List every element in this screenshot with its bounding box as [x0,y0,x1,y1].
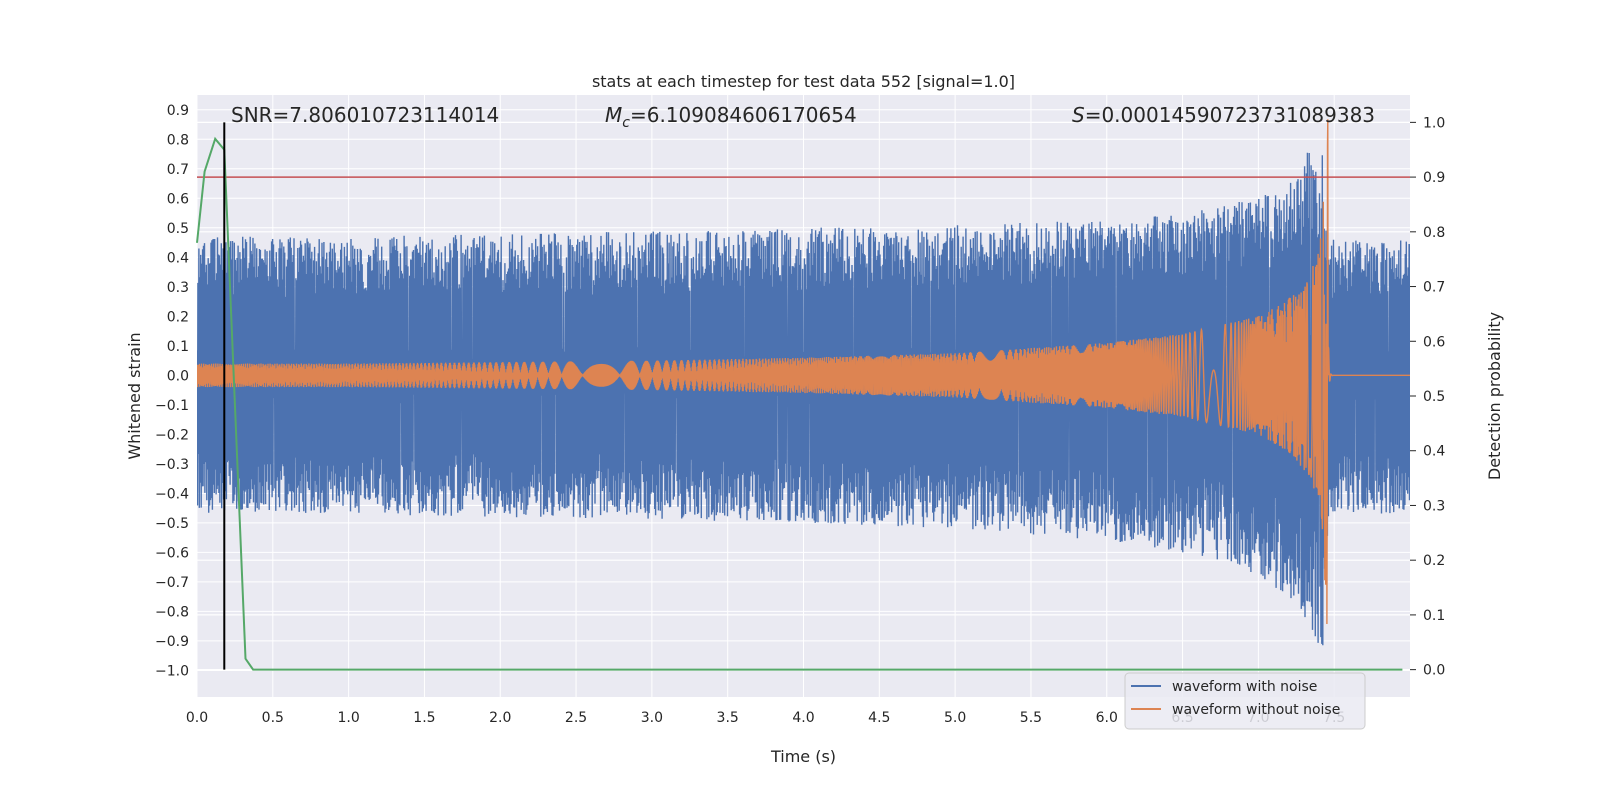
x-axis-label: Time (s) [770,747,836,766]
x-tick-label: 0.5 [262,710,284,726]
s-symbol: S [1072,103,1085,127]
y-tick-label: 0.7 [167,162,189,178]
legend-box [1124,672,1366,730]
chirp-mass-annotation: Mc=6.109084606170654 [605,103,857,131]
series-waveform-without-noise [197,119,1410,625]
y-right-tick-label: 0.7 [1423,280,1445,296]
x-tick-label: 2.5 [565,710,587,726]
y-right-tick-label: 0.2 [1423,553,1445,569]
series-waveform-with-noise [197,152,1410,646]
y-right-tick-label: 0.6 [1423,334,1445,350]
y-tick-label: 0.8 [167,132,189,148]
y-axis-left: 0.9 0.8 0.7 0.6 0.5 0.4 0.3 0.2 0.1 0.0 −0.1 −0.2 −0… [155,103,189,680]
x-tick-label: 2.0 [489,710,511,726]
x-tick-label: 3.0 [641,710,663,726]
y-right-tick-label: 0.9 [1423,170,1445,186]
mc-symbol: M [605,103,622,127]
x-tick-label: 4.0 [792,710,814,726]
y-tick-label: −0.4 [155,486,189,502]
legend-label-clean: waveform without noise [1172,702,1340,718]
y-tick-label: 0.4 [167,250,189,266]
y-tick-label: −0.2 [155,427,189,443]
s-annotation: S=0.00014590723731089383 [1072,103,1375,127]
y-axis-right-label: Detection probability [1485,312,1504,480]
y-tick-label: −1.0 [155,663,189,679]
y-tick-label: 0.5 [167,221,189,237]
y-axis-label: Whitened strain [125,332,144,459]
y-tick-label: −0.8 [155,604,189,620]
s-value: =0.00014590723731089383 [1085,103,1375,127]
legend: waveform with noise waveform without noi… [1124,672,1366,730]
data-layer [196,119,1410,671]
snr-annotation: SNR=7.806010723114014 [231,103,499,127]
y-right-tick-label: 0.4 [1423,444,1445,460]
y-tick-label: −0.1 [155,398,189,414]
x-tick-label: 1.0 [337,710,359,726]
legend-label-noisy: waveform with noise [1172,679,1317,695]
x-tick-label: 4.5 [868,710,890,726]
y-tick-label: −0.7 [155,575,189,591]
x-tick-label: 3.5 [717,710,739,726]
x-tick-label: 0.0 [186,710,208,726]
y-right-tick-label: 0.0 [1423,663,1445,679]
x-tick-label: 5.5 [1020,710,1042,726]
y-axis-right: 0.0 0.1 0.2 0.3 0.4 0.5 0.6 0.7 0.8 0.9 1.0 [1410,115,1445,679]
y-tick-label: 0.6 [167,191,189,207]
x-tick-label: 5.0 [944,710,966,726]
y-tick-label: −0.3 [155,457,189,473]
y-tick-label: 0.3 [167,280,189,296]
mc-value: =6.109084606170654 [630,103,857,127]
chart-title: stats at each timestep for test data 552… [592,72,1015,91]
y-tick-label: 0.0 [167,368,189,384]
y-tick-label: −0.9 [155,634,189,650]
series-detection-probability [196,136,1403,671]
y-right-tick-label: 1.0 [1423,115,1445,131]
mc-subscript: c [622,115,630,131]
x-tick-label: 6.0 [1096,710,1118,726]
y-right-tick-label: 0.8 [1423,225,1445,241]
y-tick-label: 0.2 [167,309,189,325]
y-tick-label: −0.6 [155,545,189,561]
y-right-tick-label: 0.5 [1423,389,1445,405]
x-tick-label: 1.5 [413,710,435,726]
y-tick-label: 0.1 [167,339,189,355]
y-right-tick-label: 0.1 [1423,608,1445,624]
y-tick-label: −0.5 [155,516,189,532]
y-right-tick-label: 0.3 [1423,498,1445,514]
y-tick-label: 0.9 [167,103,189,119]
